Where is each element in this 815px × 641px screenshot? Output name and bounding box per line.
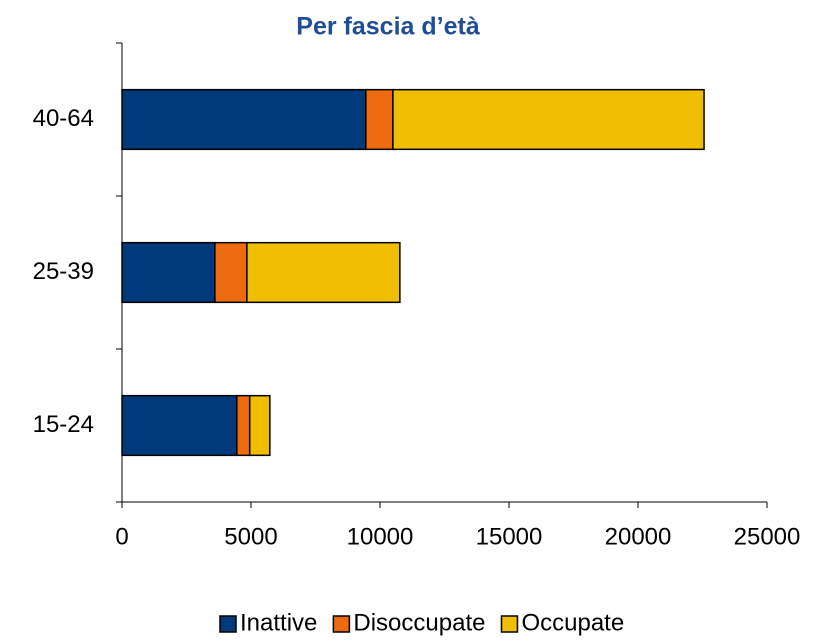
bar-segment bbox=[248, 394, 271, 457]
chart-title: Per fascia d’età bbox=[296, 13, 480, 41]
legend-label: Disoccupate bbox=[353, 609, 485, 636]
bar-segment bbox=[392, 88, 705, 151]
bar-segment bbox=[236, 394, 251, 457]
bar-segment bbox=[214, 241, 248, 304]
legend-swatch bbox=[332, 615, 351, 633]
bar-segment bbox=[365, 88, 394, 151]
x-tick-label: 20000 bbox=[605, 523, 672, 550]
y-tick-label: 25-39 bbox=[33, 258, 94, 285]
bar-segment bbox=[121, 241, 216, 304]
x-tick-label: 5000 bbox=[224, 523, 277, 550]
x-tick-label: 25000 bbox=[734, 523, 801, 550]
x-tick-label: 0 bbox=[115, 523, 128, 550]
legend-label: Occupate bbox=[521, 609, 624, 636]
legend-swatch bbox=[219, 615, 237, 633]
legend-swatch bbox=[500, 615, 519, 633]
bar-segment bbox=[246, 241, 401, 304]
y-tick-label: 15-24 bbox=[33, 411, 94, 438]
y-tick-label: 40-64 bbox=[33, 105, 94, 132]
legend-label: Inattive bbox=[240, 609, 317, 636]
x-tick-label: 10000 bbox=[347, 523, 414, 550]
x-tick-label: 15000 bbox=[476, 523, 543, 550]
bar-segment bbox=[121, 394, 238, 457]
bar-segment bbox=[121, 88, 367, 151]
